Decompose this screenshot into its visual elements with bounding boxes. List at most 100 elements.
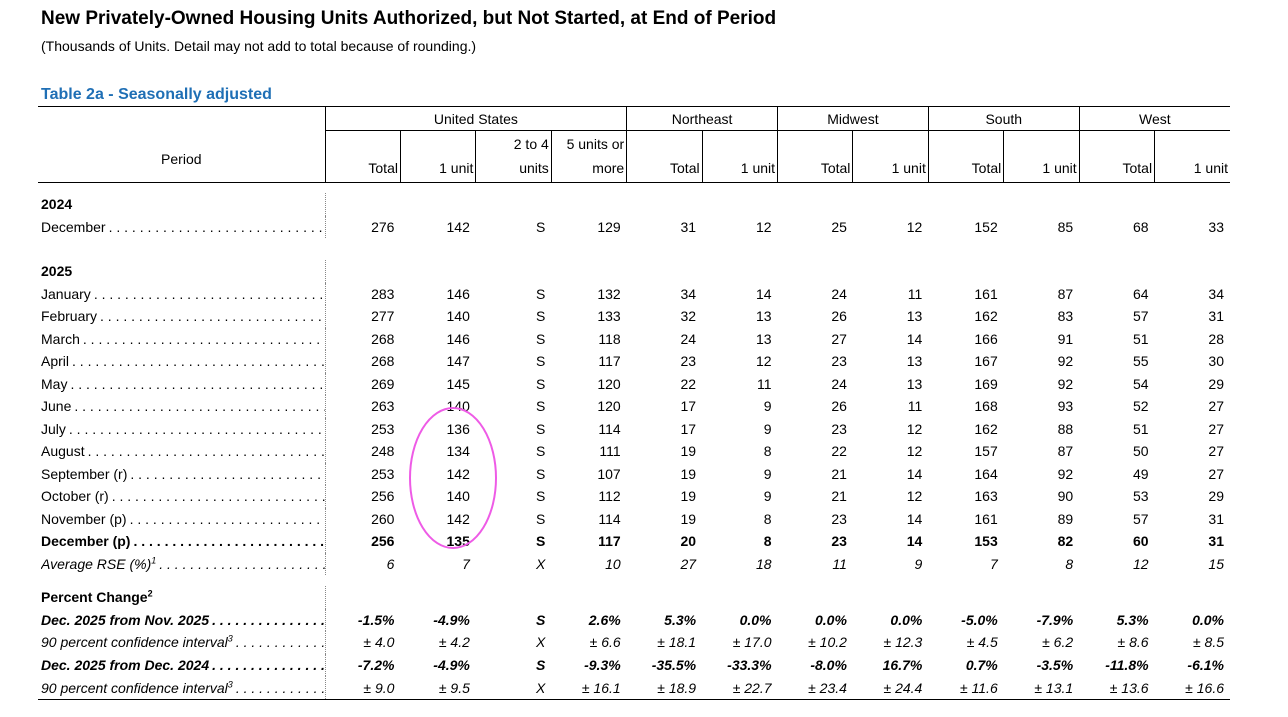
row-label-text: February [41,305,97,327]
cell-value: 164 [974,465,998,482]
cell-value: 12 [755,353,772,370]
cell-value: -4.9% [433,611,470,628]
cell-value: 31 [680,218,697,235]
column-header: 1 unit [439,160,474,176]
cell-value: 11 [907,398,923,415]
cell-value: 157 [974,443,998,460]
data-row: November (p) 260 142 S 114 19 8 23 14 161 89 57 31 [38,507,1230,530]
dot-leader [109,485,324,507]
row-label-cell: July [38,417,326,440]
cell-value: S [535,533,546,550]
cell-value: 129 [597,218,621,235]
dot-leader [71,395,324,417]
column-header: Total [670,160,700,176]
row-label-cell: May [38,372,326,395]
cell-value: 27 [680,555,697,572]
cell-value: 18 [755,555,772,572]
cell-value: 153 [974,533,998,550]
row-label-cell: Average RSE (%)1 [38,552,326,575]
header-row: Period United States Northeast Midwest Sout… [38,106,1230,183]
cell-value: 27 [1208,443,1224,460]
dot-leader [233,631,324,653]
row-label-text: November (p) [41,508,127,530]
cell-value: 33 [1208,218,1224,235]
cell-value: 22 [680,375,697,392]
cell-value: ± 22.7 [702,676,778,700]
cell-value: 27 [831,330,847,347]
cell-value: ± 17.0 [732,634,772,651]
cell-value: 268 [371,330,395,347]
cell-value: 23 [831,533,847,550]
cell-value: 133 [597,308,621,325]
row-label-text: June [41,395,71,417]
cell-value: 23 [680,353,697,370]
column-header: Total [971,160,1002,176]
period-header: Period [38,106,326,183]
cell-value: 54 [1132,375,1149,392]
cell-value: 162 [974,420,998,437]
cell-value: ± 18.9 [626,676,703,700]
dot-leader [156,553,324,575]
cell-value: 34 [680,285,697,302]
cell-value: 13 [755,308,772,325]
cell-value: -5.0% [961,611,998,628]
data-row: April 268 147 S 117 23 12 23 13 167 92 55 30 [38,350,1230,373]
data-row: Average RSE (%)1 6 7 X 10 27 18 11 9 7 8 12 15 [38,552,1230,575]
cell-value: 9 [914,555,923,572]
cell-value: X [535,634,546,651]
cell-value: 253 [371,420,395,437]
cell-value: 13 [906,353,923,370]
cell-value: S [535,510,546,527]
cell-value: S [535,375,546,392]
row-label: September (r) [41,465,128,482]
cell-value: 117 [598,533,621,550]
row-label-cell: Dec. 2025 from Dec. 2024 [38,653,326,676]
dot-leader [209,654,324,676]
row-label: July [41,420,66,437]
row-label-wrap: May [41,373,324,395]
cell-value: ± 4.2 [438,634,470,651]
cell-value: ± 9.0 [325,676,401,700]
cell-value: 5.3% [1116,611,1149,628]
row-label: December (p) [41,533,131,550]
cell-value: 51 [1132,420,1149,437]
cell-value: 140 [446,308,470,325]
row-label-wrap: December [41,216,324,238]
cell-value: 12 [755,218,772,235]
cell-value: 90 [1057,488,1074,505]
cell-value: 142 [446,218,470,235]
row-label-text: Average RSE (%)1 [41,553,156,575]
cell-value: 19 [680,443,697,460]
group-header: South [927,106,1080,131]
spacer-cell [38,183,1230,194]
cell-value: 22 [831,443,847,460]
row-label-cell: June [38,395,326,418]
cell-value: 57 [1132,308,1149,325]
dot-leader [80,328,324,350]
cell-value: -6.1% [1187,656,1224,673]
column-header: 1 unit [1193,160,1228,176]
cell-value: 5.3% [664,611,697,628]
data-row: December (p) 256 135 S 117 20 8 23 14 153 82 60 31 [38,530,1230,553]
dot-leader [127,508,324,530]
row-label: January [41,285,91,302]
empty-cell [325,260,1230,283]
cell-value: ± 13.1 [1003,676,1080,700]
cell-value: 26 [831,398,847,415]
cell-value: 169 [974,375,998,392]
cell-value: 28 [1208,330,1224,347]
cell-value: 146 [446,330,470,347]
row-label: 90 percent confidence interval [41,679,228,696]
cell-value: 89 [1057,510,1074,527]
cell-value: -33.3% [727,656,772,673]
column-header-cell: Total [928,130,1005,183]
cell-value: 114 [598,420,621,437]
cell-value: 162 [974,308,998,325]
column-header: 2 to 4 units [513,136,549,176]
row-label-wrap: 90 percent confidence interval3 [41,677,324,699]
empty-cell [325,193,1230,216]
cell-value: ± 8.6 [1117,634,1149,651]
dot-leader [127,463,324,485]
cell-value: ± 13.6 [1079,676,1155,700]
